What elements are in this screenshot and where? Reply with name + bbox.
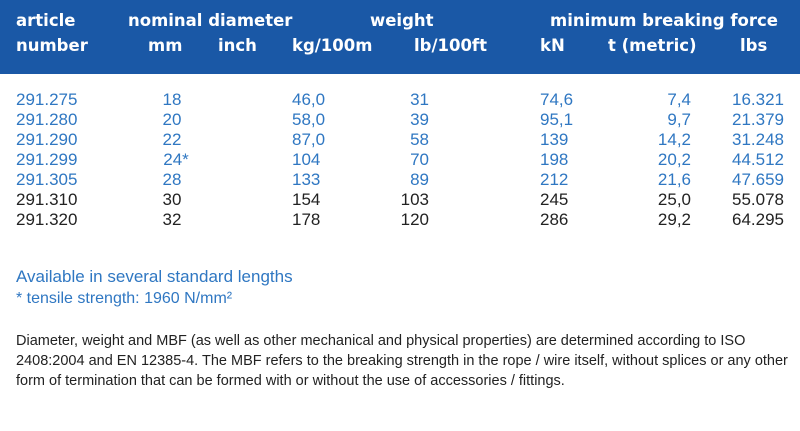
cell-kg: 87,0 [292,130,326,149]
cell-kn: 139 [540,130,569,149]
cell-article: 291.299 [16,150,78,169]
cell-mm: 18 [162,90,182,109]
table-row: 291.280 20 58,0 39 95,1 9,7 21.379 [0,110,800,130]
table-row: 291.310 30 154 103 245 25,0 55.078 [0,190,800,210]
cell-kn: 212 [540,170,569,189]
table-row: 291.320 32 178 120 286 29,2 64.295 [0,210,800,230]
cell-lbs: 21.379 [732,110,784,129]
table-header: article number nominal diameter mm inch … [0,0,800,74]
cell-article: 291.290 [16,130,78,149]
cell-kg: 104 [292,150,321,169]
cell-mm: 24* [163,150,189,169]
header-kn: kN [540,36,565,55]
note-tensile-strength: * tensile strength: 1960 N/mm² [16,290,233,307]
cell-lb: 70 [410,150,429,169]
cell-lbs: 47.659 [732,170,784,189]
cell-kn: 95,1 [540,110,574,129]
cell-lbs: 64.295 [732,210,784,229]
cell-kg: 154 [292,190,321,209]
cell-t: 21,6 [657,170,691,189]
cell-mm: 28 [162,170,182,189]
cell-t: 29,2 [657,210,691,229]
header-kg-100m: kg/100m [292,36,373,55]
cell-mm: 20 [162,110,182,129]
cell-lb: 31 [410,90,429,109]
table-row: 291.275 18 46,0 31 74,6 7,4 16.321 [0,90,800,110]
cell-lbs: 44.512 [732,150,784,169]
cell-mm: 30 [162,190,182,209]
cell-kn: 245 [540,190,569,209]
cell-t: 14,2 [657,130,691,149]
header-lb-100ft: lb/100ft [414,36,488,55]
cell-article: 291.320 [16,210,78,229]
cell-t: 20,2 [657,150,691,169]
cell-article: 291.305 [16,170,78,189]
table-row: 291.299 24* 104 70 198 20,2 44.512 [0,150,800,170]
cell-lb: 58 [410,130,429,149]
header-mm: mm [148,36,183,55]
header-nominal-diameter: nominal diameter [128,11,293,30]
cell-t: 25,0 [657,190,691,209]
header-weight: weight [370,11,434,30]
cell-lb: 120 [400,210,429,229]
cell-article: 291.275 [16,90,78,109]
header-article-line1: article [16,11,76,30]
cell-kg: 133 [292,170,321,189]
cell-lb: 103 [400,190,429,209]
cell-lbs: 55.078 [732,190,784,209]
cell-kn: 74,6 [540,90,574,109]
header-inch: inch [218,36,257,55]
note-standard-lengths: Available in several standard lengths [16,267,293,286]
cell-kn: 198 [540,150,569,169]
cell-lb: 39 [410,110,429,129]
cell-article: 291.280 [16,110,78,129]
cell-mm: 22 [162,130,182,149]
data-table: 291.275 18 46,0 31 74,6 7,4 16.321 291.2… [0,90,800,230]
cell-t: 9,7 [667,110,691,129]
cell-lb: 89 [410,170,429,189]
cell-lbs: 31.248 [732,130,784,149]
header-t-metric: t (metric) [608,36,697,55]
cell-lbs: 16.321 [732,90,784,109]
cell-kg: 58,0 [292,110,326,129]
cell-mm: 32 [162,210,182,229]
cell-article: 291.310 [16,190,78,209]
cell-kn: 286 [540,210,569,229]
table-row: 291.305 28 133 89 212 21,6 47.659 [0,170,800,190]
description-paragraph: Diameter, weight and MBF (as well as oth… [16,333,788,389]
cell-kg: 46,0 [292,90,326,109]
cell-kg: 178 [292,210,321,229]
header-article-line2: number [16,36,88,55]
header-mbf: minimum breaking force [550,11,778,30]
table-row: 291.290 22 87,0 58 139 14,2 31.248 [0,130,800,150]
cell-t: 7,4 [667,90,691,109]
header-lbs: lbs [740,36,768,55]
